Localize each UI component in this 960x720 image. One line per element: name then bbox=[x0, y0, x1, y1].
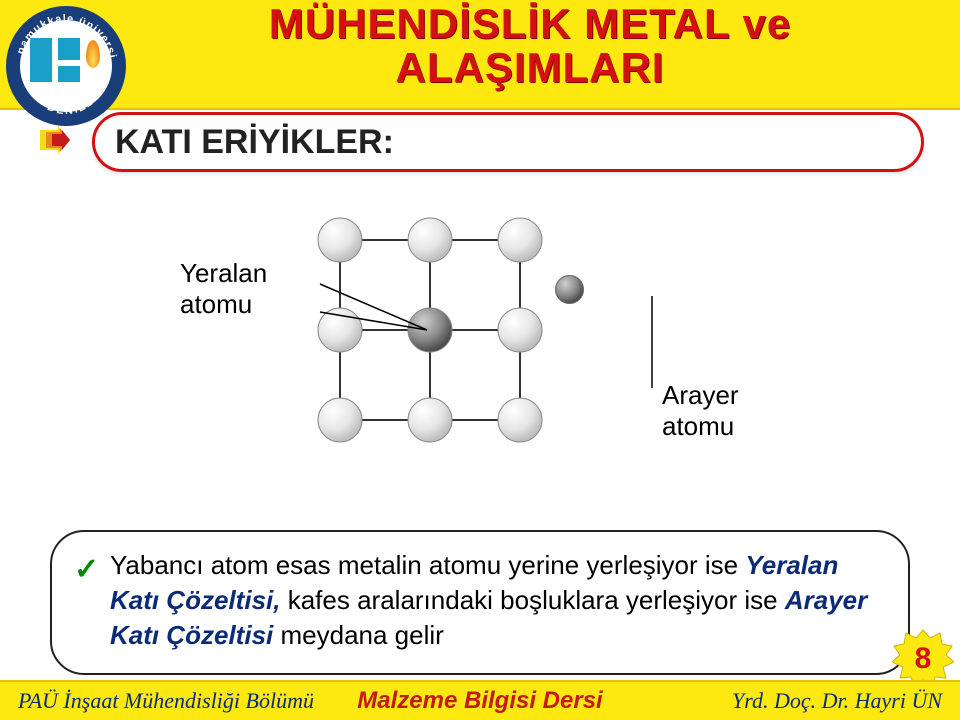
diagram-label-right-2: atomu bbox=[662, 411, 739, 442]
diagram-label-left-1: Yeralan bbox=[180, 258, 267, 289]
university-seal: pamukkale üniversi DENİZLİ bbox=[6, 6, 126, 126]
section-label: KATI ERİYİKLER: bbox=[115, 123, 394, 162]
body-plain-1: Yabancı atom esas metalin atomu yerine y… bbox=[110, 550, 745, 580]
diagram-label-right-1: Arayer bbox=[662, 380, 739, 411]
section-arrow-icon bbox=[40, 126, 84, 154]
title-line-1: MÜHENDİSLİK METAL ve bbox=[140, 2, 920, 46]
lattice-diagram: Yeralan atomu Arayer atomu bbox=[180, 200, 760, 510]
page-number: 8 bbox=[915, 642, 932, 676]
footer-center: Malzeme Bilgisi Dersi bbox=[326, 687, 634, 715]
body-text: Yabancı atom esas metalin atomu yerine y… bbox=[110, 548, 880, 653]
title-line-2: ALAŞIMLARI bbox=[140, 46, 920, 90]
slide-title: MÜHENDİSLİK METAL ve ALAŞIMLARI bbox=[140, 2, 920, 90]
section-capsule: KATI ERİYİKLER: bbox=[92, 112, 924, 172]
body-capsule: ✓ Yabancı atom esas metalin atomu yerine… bbox=[50, 530, 910, 675]
footer-left: PAÜ İnşaat Mühendisliği Bölümü bbox=[18, 688, 326, 714]
body-plain-2: kafes aralarındaki boşluklara yerleşiyor… bbox=[288, 585, 785, 615]
footer-band: PAÜ İnşaat Mühendisliği Bölümü Malzeme B… bbox=[0, 680, 960, 720]
check-icon: ✓ bbox=[74, 552, 99, 587]
footer-right: Yrd. Doç. Dr. Hayri ÜN bbox=[634, 688, 942, 714]
body-plain-3: meydana gelir bbox=[280, 620, 443, 650]
diagram-label-left-2: atomu bbox=[180, 289, 267, 320]
